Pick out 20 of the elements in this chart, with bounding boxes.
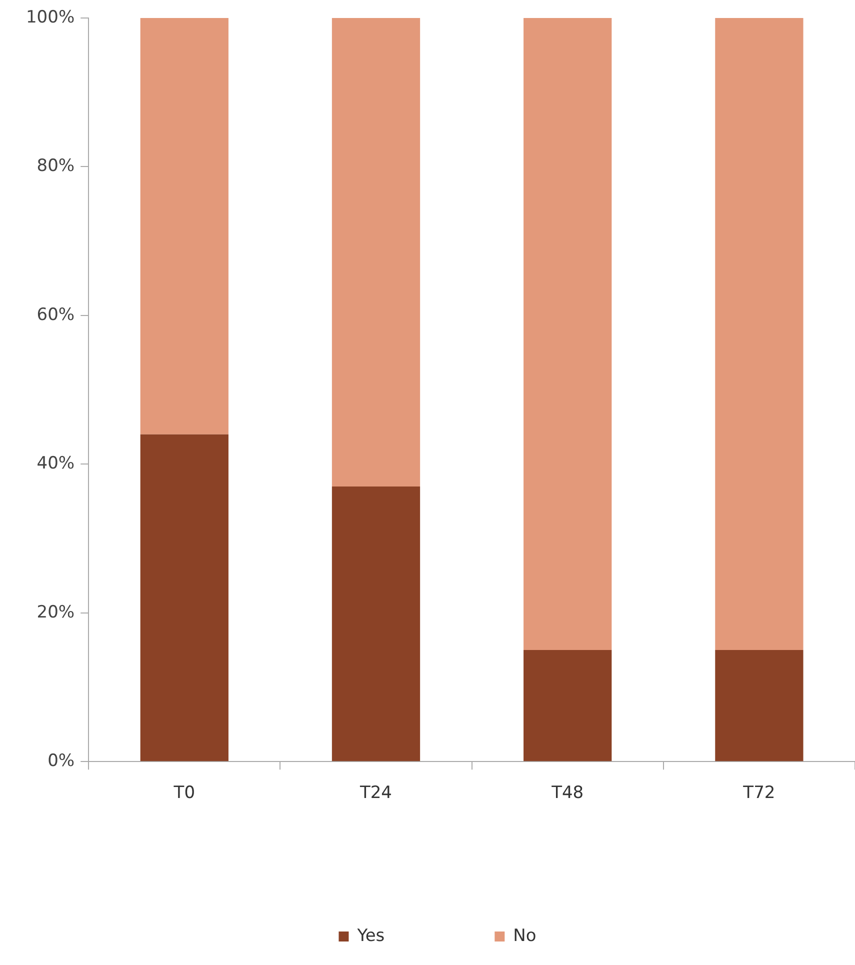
bar [715, 18, 804, 650]
y-tick-label: 20% [36, 602, 75, 622]
y-tick-label: 60% [36, 304, 75, 325]
bar [332, 18, 420, 486]
bar [524, 18, 612, 650]
x-tick-label: T0 [172, 783, 196, 804]
bar [524, 650, 612, 762]
bar [140, 434, 228, 762]
x-tick-label: T48 [550, 783, 584, 804]
legend-label: No [513, 926, 536, 946]
x-tick-label: T24 [358, 783, 392, 804]
y-tick-label: 40% [36, 454, 75, 474]
y-tick-label: 100% [26, 7, 75, 28]
y-tick-label: 0% [48, 751, 75, 772]
x-tick-label: T72 [742, 783, 776, 804]
y-tick-label: 80% [36, 156, 75, 176]
bar [140, 18, 228, 434]
bar [332, 486, 420, 762]
legend-label: Yes [356, 926, 385, 946]
bar [715, 650, 804, 762]
